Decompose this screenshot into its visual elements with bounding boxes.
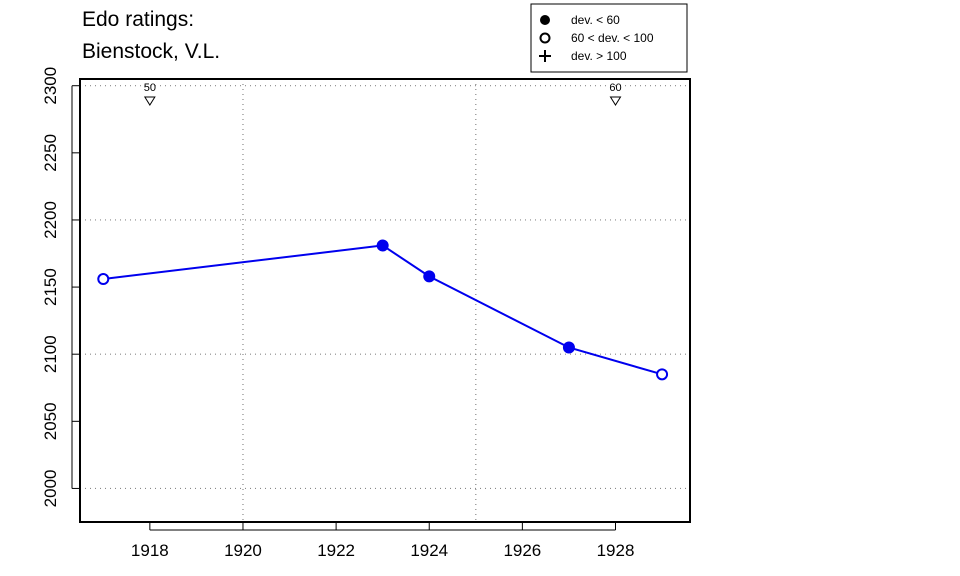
x-tick-label: 1924 (410, 541, 448, 560)
annotation-label: 60 (609, 82, 621, 94)
y-tick-label: 2000 (41, 470, 60, 508)
y-tick-label: 2100 (41, 335, 60, 373)
y-tick-label: 2300 (41, 67, 60, 105)
series-line (103, 244, 663, 376)
legend-label: dev. > 100 (571, 49, 627, 63)
data-point-filled (423, 270, 436, 283)
legend-symbol-filled-circle (540, 15, 550, 25)
x-tick-label: 1928 (597, 541, 635, 560)
grid-layer (80, 79, 690, 522)
data-point-filled (562, 341, 575, 354)
legend-symbol-open-circle (539, 32, 551, 44)
y-tick-label: 2250 (41, 134, 60, 172)
plot-frame (79, 78, 691, 523)
legend-label: 60 < dev. < 100 (571, 31, 654, 45)
chart-title-line-2: Bienstock, V.L. (82, 40, 221, 63)
legend-symbol-plus (539, 50, 551, 62)
x-tick-label: 1922 (317, 541, 355, 560)
x-tick-label: 1926 (503, 541, 541, 560)
series-layer (97, 239, 669, 381)
data-point-open (656, 368, 669, 381)
annotation-triangle (143, 96, 156, 106)
legend-label: dev. < 60 (571, 13, 620, 27)
y-tick-label: 2050 (41, 402, 60, 440)
x-tick-label: 1920 (224, 541, 262, 560)
y-tick-label: 2200 (41, 201, 60, 239)
data-point-open (97, 273, 110, 286)
x-tick-label: 1918 (131, 541, 169, 560)
annotation-triangle (609, 96, 622, 106)
data-point-filled (376, 239, 389, 252)
annotation-label: 50 (144, 82, 156, 94)
legend: dev. < 60 60 < dev. < 100 dev. > 100 (530, 3, 688, 73)
y-tick-label: 2150 (41, 268, 60, 306)
chart-title-line-1: Edo ratings: (82, 8, 195, 31)
legend-box (530, 3, 688, 73)
y-axis: 2000 2050 2100 2150 2200 2250 2300 (41, 67, 80, 508)
x-axis: 1918 1920 1922 1924 1926 1928 (131, 522, 634, 560)
annotations: 50 60 (143, 82, 622, 106)
